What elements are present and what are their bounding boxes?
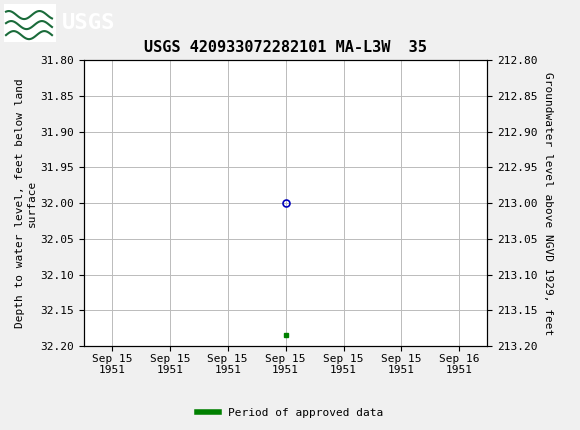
Y-axis label: Groundwater level above NGVD 1929, feet: Groundwater level above NGVD 1929, feet: [543, 71, 553, 335]
Text: USGS: USGS: [62, 13, 115, 33]
Title: USGS 420933072282101 MA-L3W  35: USGS 420933072282101 MA-L3W 35: [144, 40, 427, 55]
Bar: [4, 4, 56, 42]
Legend: Period of approved data: Period of approved data: [193, 403, 387, 422]
Y-axis label: Depth to water level, feet below land
surface: Depth to water level, feet below land su…: [15, 78, 37, 328]
